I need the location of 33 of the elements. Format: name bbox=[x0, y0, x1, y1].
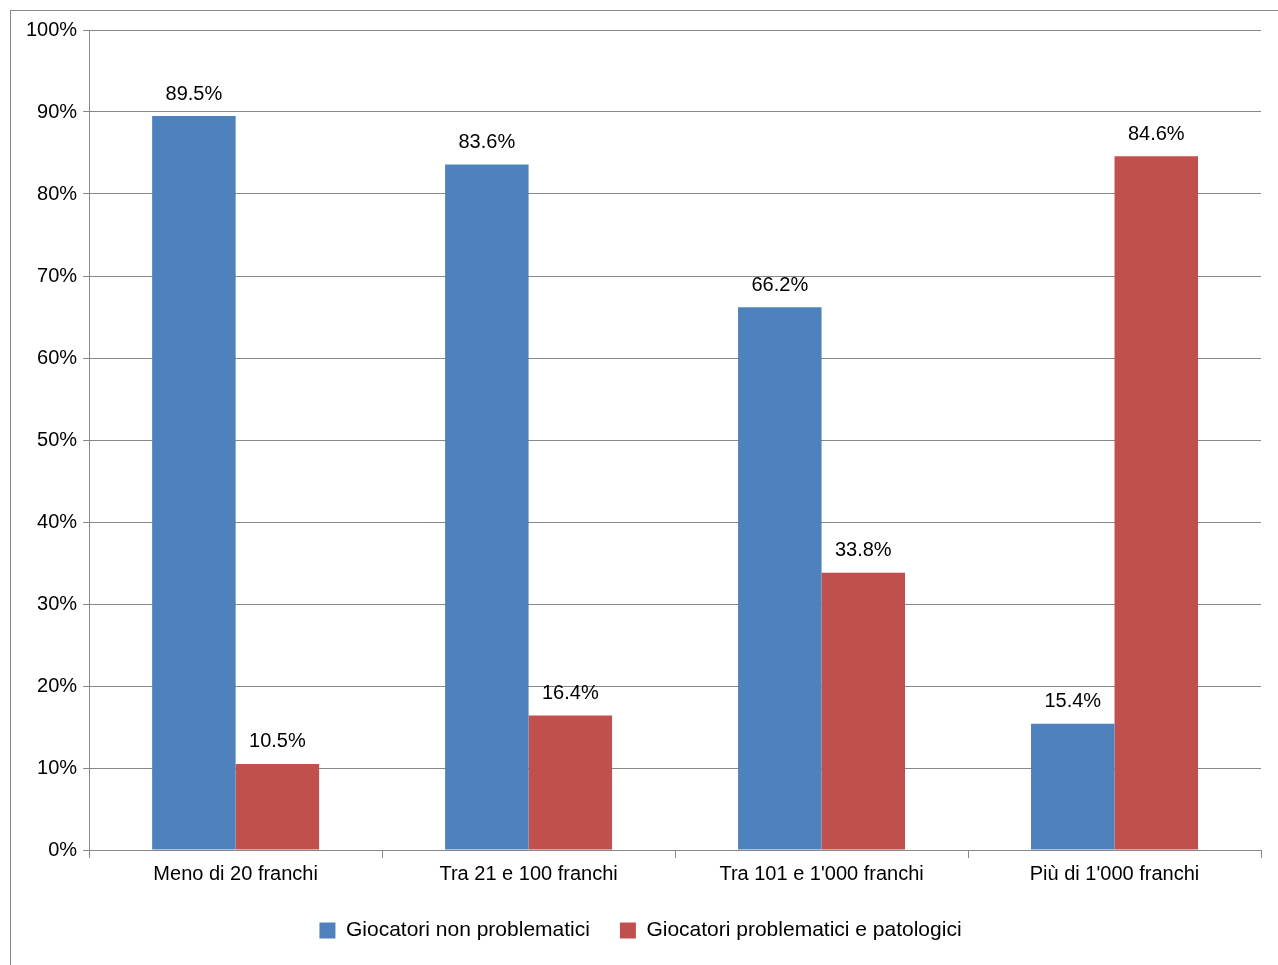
bar bbox=[528, 715, 613, 850]
data-label: 89.5% bbox=[165, 81, 223, 104]
bar bbox=[445, 164, 529, 850]
bar bbox=[1031, 723, 1115, 850]
y-tick-label: 60% bbox=[37, 345, 78, 368]
data-label: 16.4% bbox=[541, 681, 599, 704]
x-tick-label: Tra 21 e 100 franchi bbox=[439, 861, 618, 884]
y-tick-label: 100% bbox=[26, 17, 78, 40]
x-tick-label: Tra 101 e 1'000 franchi bbox=[719, 861, 924, 884]
y-tick-label: 30% bbox=[37, 591, 78, 614]
y-tick-label: 90% bbox=[37, 99, 78, 122]
data-label: 15.4% bbox=[1044, 689, 1102, 712]
y-tick-label: 80% bbox=[37, 181, 78, 204]
data-label: 84.6% bbox=[1127, 121, 1185, 144]
data-label: 66.2% bbox=[751, 272, 809, 295]
bar bbox=[152, 116, 236, 850]
x-tick-label: Più di 1'000 franchi bbox=[1029, 861, 1200, 884]
data-label: 10.5% bbox=[249, 729, 306, 752]
bar bbox=[738, 307, 822, 850]
y-tick-label: 20% bbox=[37, 673, 78, 696]
data-label: 83.6% bbox=[458, 130, 516, 152]
y-tick-label: 10% bbox=[37, 755, 78, 778]
data-label: 33.8% bbox=[834, 538, 892, 561]
bar bbox=[821, 572, 906, 850]
legend-label: Giocatori problematici e patologici bbox=[646, 917, 962, 941]
y-tick-label: 0% bbox=[48, 837, 78, 860]
legend-label: Giocatori non problematici bbox=[345, 917, 590, 941]
y-tick-label: 70% bbox=[37, 263, 78, 286]
y-tick-label: 50% bbox=[37, 427, 78, 450]
x-tick-label: Meno di 20 franchi bbox=[153, 861, 318, 884]
bar bbox=[235, 763, 320, 850]
bar bbox=[1114, 156, 1199, 850]
y-tick-label: 40% bbox=[37, 509, 78, 532]
